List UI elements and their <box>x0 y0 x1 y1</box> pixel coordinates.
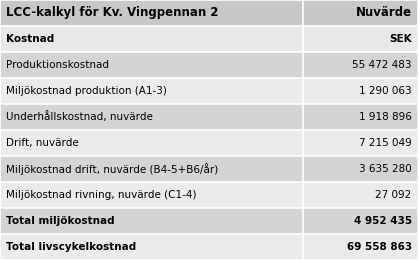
Bar <box>0 156 418 182</box>
Text: 69 558 863: 69 558 863 <box>347 242 412 252</box>
Text: 1 290 063: 1 290 063 <box>359 86 412 96</box>
Text: Nuvärde: Nuvärde <box>356 6 412 20</box>
Text: LCC-kalkyl för Kv. Vingpennan 2: LCC-kalkyl för Kv. Vingpennan 2 <box>6 6 219 20</box>
Text: 55 472 483: 55 472 483 <box>352 60 412 70</box>
Text: 27 092: 27 092 <box>375 190 412 200</box>
Text: Total miljökostnad: Total miljökostnad <box>6 216 115 226</box>
Bar <box>0 0 418 26</box>
Bar <box>0 26 418 52</box>
Bar <box>0 208 418 234</box>
Text: Drift, nuvärde: Drift, nuvärde <box>6 138 79 148</box>
Text: Kostnad: Kostnad <box>6 34 54 44</box>
Bar <box>0 182 418 208</box>
Text: 3 635 280: 3 635 280 <box>359 164 412 174</box>
Text: 1 918 896: 1 918 896 <box>359 112 412 122</box>
Text: SEK: SEK <box>389 34 412 44</box>
Text: Miljökostnad produktion (A1-3): Miljökostnad produktion (A1-3) <box>6 86 167 96</box>
Bar <box>0 130 418 156</box>
Bar <box>0 78 418 104</box>
Text: Underhållskostnad, nuvärde: Underhållskostnad, nuvärde <box>6 112 153 122</box>
Text: Total livscykelkostnad: Total livscykelkostnad <box>6 242 137 252</box>
Bar <box>0 234 418 260</box>
Text: 4 952 435: 4 952 435 <box>354 216 412 226</box>
Bar <box>0 104 418 130</box>
Text: Produktionskostnad: Produktionskostnad <box>6 60 109 70</box>
Text: 7 215 049: 7 215 049 <box>359 138 412 148</box>
Text: Miljökostnad rivning, nuvärde (C1-4): Miljökostnad rivning, nuvärde (C1-4) <box>6 190 197 200</box>
Text: Miljökostnad drift, nuvärde (B4-5+B6/år): Miljökostnad drift, nuvärde (B4-5+B6/år) <box>6 163 219 175</box>
Bar <box>0 52 418 78</box>
